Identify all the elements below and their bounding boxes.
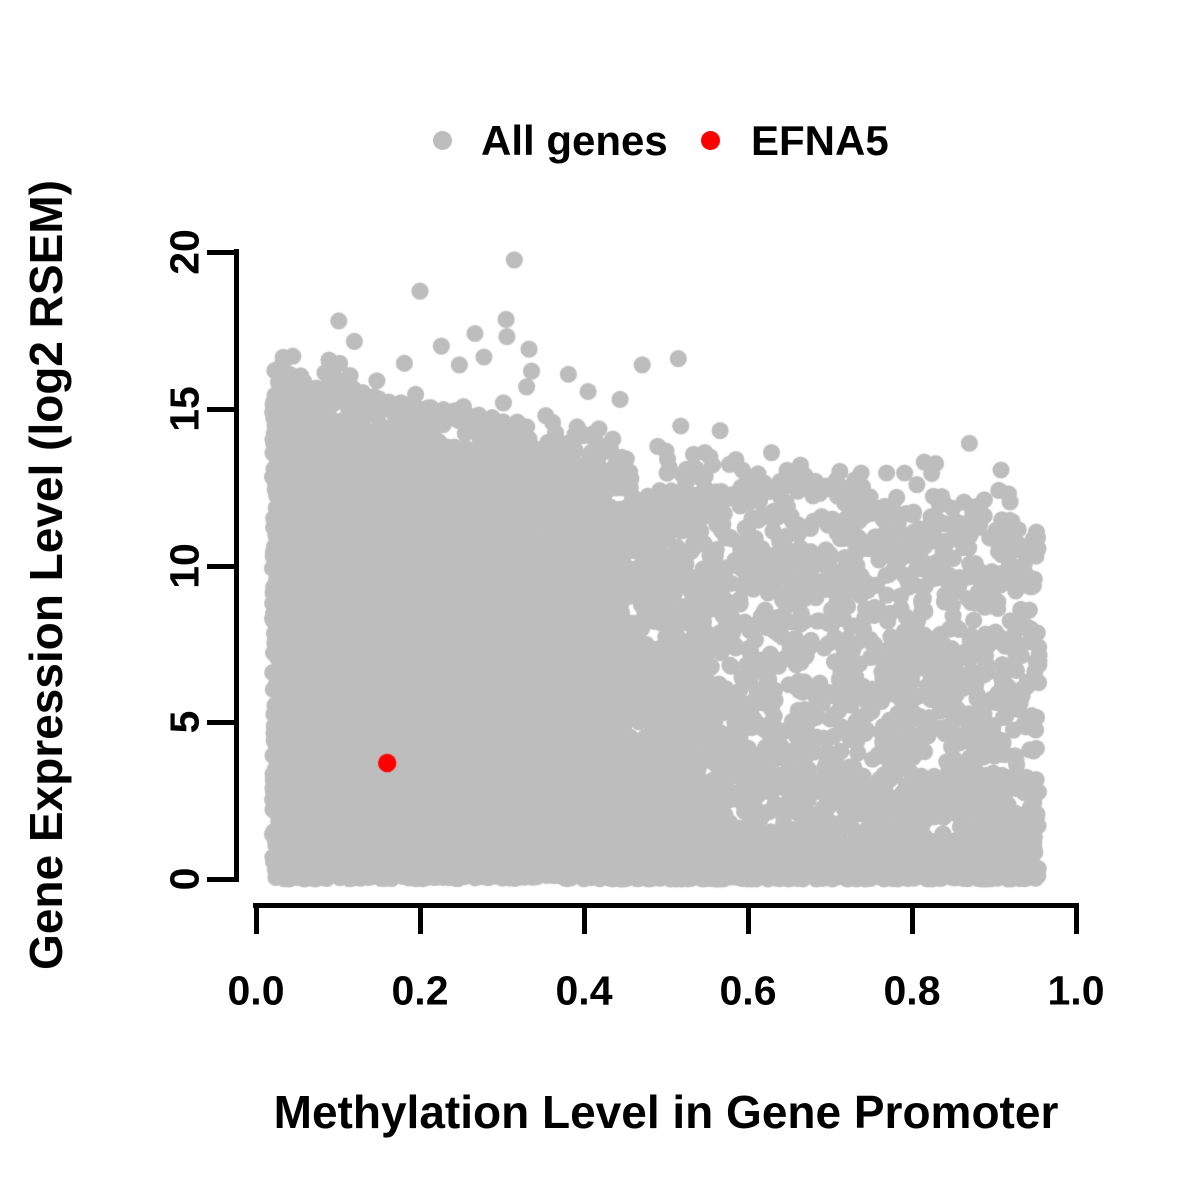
x-tick (254, 905, 259, 934)
y-tick-label: 10 (161, 543, 208, 589)
legend-efna5-label: EFNA5 (751, 117, 889, 164)
x-tick (910, 905, 915, 934)
x-tick-label: 0.4 (555, 967, 613, 1014)
legend-all-genes-dot-icon (433, 131, 452, 150)
x-tick (746, 905, 751, 934)
y-tick-label: 20 (161, 229, 208, 275)
y-axis-title: Gene Expression Level (log2 RSEM) (20, 180, 72, 970)
y-axis-line (234, 249, 239, 882)
x-axis-title: Methylation Level in Gene Promoter (273, 1086, 1059, 1138)
y-tick (207, 407, 236, 412)
legend-efna5-dot-icon (701, 131, 720, 150)
x-tick-label: 0.8 (883, 967, 941, 1014)
y-tick-label: 5 (161, 710, 208, 734)
x-tick (418, 905, 423, 934)
x-tick (582, 905, 587, 934)
y-tick (207, 720, 236, 725)
x-tick (1074, 905, 1079, 934)
x-tick-label: 0.6 (719, 967, 777, 1014)
y-tick (207, 250, 236, 255)
y-tick-label: 15 (161, 386, 208, 432)
x-axis-line (253, 903, 1079, 908)
legend-all-genes-label: All genes (481, 117, 668, 164)
x-tick-label: 0.0 (227, 967, 285, 1014)
y-tick (207, 877, 236, 882)
x-tick-label: 0.2 (391, 967, 449, 1014)
y-tick (207, 564, 236, 569)
y-tick-label: 0 (161, 867, 208, 891)
x-tick-label: 1.0 (1047, 967, 1105, 1014)
